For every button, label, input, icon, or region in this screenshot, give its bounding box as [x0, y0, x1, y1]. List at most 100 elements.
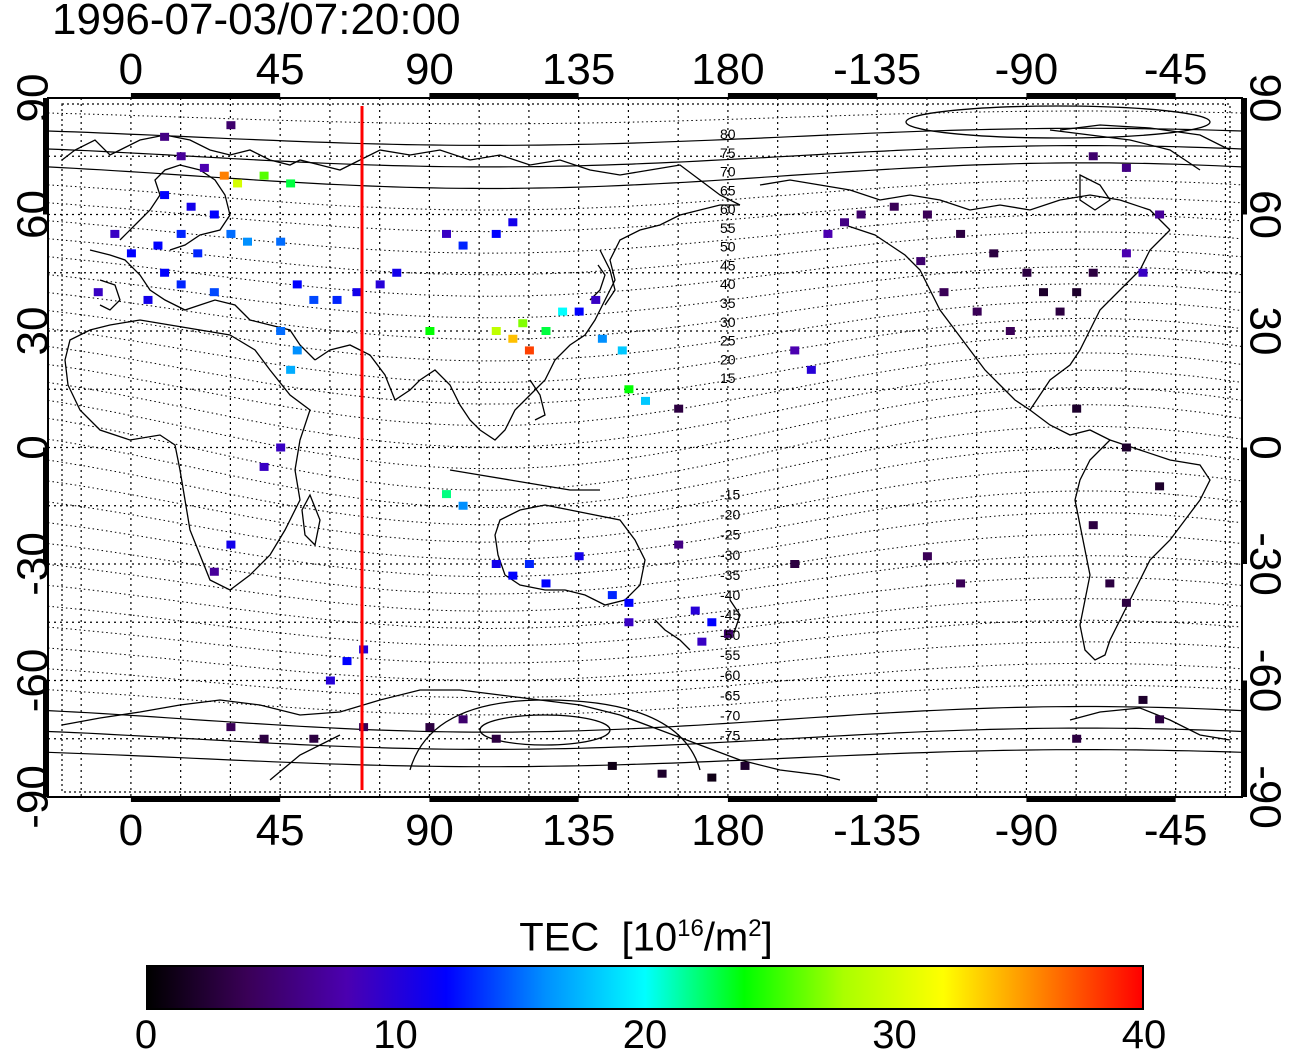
- lon-tick-top: 180: [691, 45, 764, 94]
- tec-point: [160, 268, 170, 277]
- tec-point: [1155, 210, 1165, 219]
- tec-point: [939, 288, 949, 297]
- lat-tick-right: 60: [1240, 190, 1289, 239]
- magnetic-lat-label: 25: [720, 333, 736, 349]
- magnetic-lat-label: -30: [720, 547, 740, 563]
- lat-tick-right: -90: [1240, 765, 1289, 829]
- tec-point: [524, 560, 534, 568]
- magnetic-contour: [48, 265, 1242, 319]
- tec-point: [209, 288, 219, 297]
- tec-point: [491, 560, 501, 568]
- tec-point: [442, 490, 451, 499]
- tec-point: [332, 295, 342, 304]
- magnetic-lat-label: -25: [720, 527, 740, 543]
- magnetic-lat-label: 60: [720, 201, 736, 217]
- magnetic-lat-label: -40: [720, 587, 740, 603]
- tec-point: [591, 295, 601, 304]
- tec-point: [392, 268, 402, 277]
- tec-point: [491, 734, 501, 743]
- tec-point: [840, 218, 849, 227]
- tec-point: [1155, 482, 1165, 491]
- magnetic-contour: [48, 335, 1242, 405]
- tec-point: [259, 462, 269, 471]
- tec-point: [1005, 327, 1015, 335]
- tec-point: [1088, 268, 1098, 277]
- magnetic-lat-label: -60: [720, 667, 740, 683]
- tec-point: [1121, 163, 1131, 172]
- tec-point: [491, 229, 501, 238]
- tec-point: [425, 327, 435, 335]
- lon-tick-top: 135: [542, 45, 615, 94]
- lat-tick-left: 0: [9, 435, 58, 459]
- magnetic-contour: [48, 490, 1242, 560]
- tec-point: [574, 552, 584, 561]
- tec-point: [1138, 268, 1148, 277]
- magnetic-lat-label: -55: [720, 647, 740, 663]
- tec-point: [160, 191, 170, 200]
- tec-point: [1088, 152, 1098, 161]
- colorbar-tick: 40: [1121, 1013, 1167, 1057]
- tec-point: [375, 280, 385, 289]
- tec-point: [541, 579, 551, 588]
- tec-point: [259, 171, 269, 180]
- tec-point: [889, 202, 899, 211]
- magnetic-contour: [48, 727, 1242, 750]
- lon-tick-top: -135: [833, 45, 921, 94]
- magnetic-contour: [48, 641, 1242, 681]
- tec-point: [209, 567, 219, 576]
- lon-tick-bottom: 0: [119, 806, 143, 855]
- tec-point: [292, 280, 302, 289]
- frame-bar-left: [43, 680, 48, 797]
- tec-point: [219, 171, 229, 180]
- colorbar-unit-prefix: [10: [621, 915, 678, 960]
- colorbar-tick: 30: [872, 1013, 917, 1057]
- tec-point: [143, 295, 153, 304]
- magnetic-contour: [48, 705, 1242, 733]
- magnetic-latitude-labels: 80 75 70 65 60 55 50 45 40 35 30 25 20 15 -15 -20 -25 -30…: [720, 126, 740, 743]
- tec-point: [126, 249, 136, 258]
- magnetic-lat-label: -45: [720, 607, 740, 623]
- colorbar-tick: 20: [622, 1013, 668, 1057]
- tec-point: [508, 334, 518, 343]
- tec-point: [1022, 268, 1032, 277]
- lon-tick-bottom: -135: [833, 806, 921, 855]
- north-pole-contour: [905, 105, 1211, 139]
- frame-bar-top: [727, 93, 878, 98]
- magnetic-lat-label: -65: [720, 687, 740, 703]
- frame-bar-top: [429, 93, 579, 98]
- colorbar-gradient: [146, 965, 1144, 1010]
- magnetic-lat-label: -35: [720, 567, 740, 583]
- world-map-plot: 80 75 70 65 60 55 50 45 40 35 30 25 20 15 -15 -20 -25 -30…: [9, 45, 1290, 855]
- tec-point: [956, 229, 966, 238]
- tec-point: [292, 346, 302, 355]
- tec-point: [425, 723, 435, 732]
- colorbar-tick: 0: [134, 1013, 158, 1057]
- magnetic-contour: [48, 749, 1242, 768]
- tec-point: [193, 249, 203, 258]
- tec-point: [1039, 288, 1048, 297]
- tec-point: [176, 229, 186, 238]
- magnetic-contour: [48, 447, 1242, 526]
- lon-tick-top: -90: [995, 45, 1059, 94]
- magnetic-contour: [48, 425, 1242, 509]
- tec-point: [617, 346, 627, 355]
- tec-point: [1121, 598, 1131, 607]
- tec-point: [707, 773, 717, 782]
- tec-point: [657, 769, 667, 778]
- lat-tick-right: -60: [1240, 649, 1289, 713]
- tec-point: [790, 346, 800, 355]
- magnetic-lat-label: 20: [720, 351, 736, 367]
- colorbar-title: TEC [1016/m2]: [0, 905, 1292, 961]
- tec-point: [641, 396, 650, 405]
- lon-tick-bottom: 45: [256, 806, 305, 855]
- plot-timestamp: 1996-07-03/07:20:00: [52, 0, 461, 44]
- tec-point: [1072, 404, 1082, 413]
- frame-bar-right: [1242, 98, 1247, 215]
- tec-point: [989, 249, 999, 258]
- tec-point: [508, 218, 518, 227]
- tec-point: [309, 295, 319, 304]
- frame-bar-right: [1242, 680, 1247, 797]
- tec-point: [697, 637, 707, 646]
- lon-tick-top: 90: [405, 45, 454, 94]
- tec-point: [243, 237, 252, 246]
